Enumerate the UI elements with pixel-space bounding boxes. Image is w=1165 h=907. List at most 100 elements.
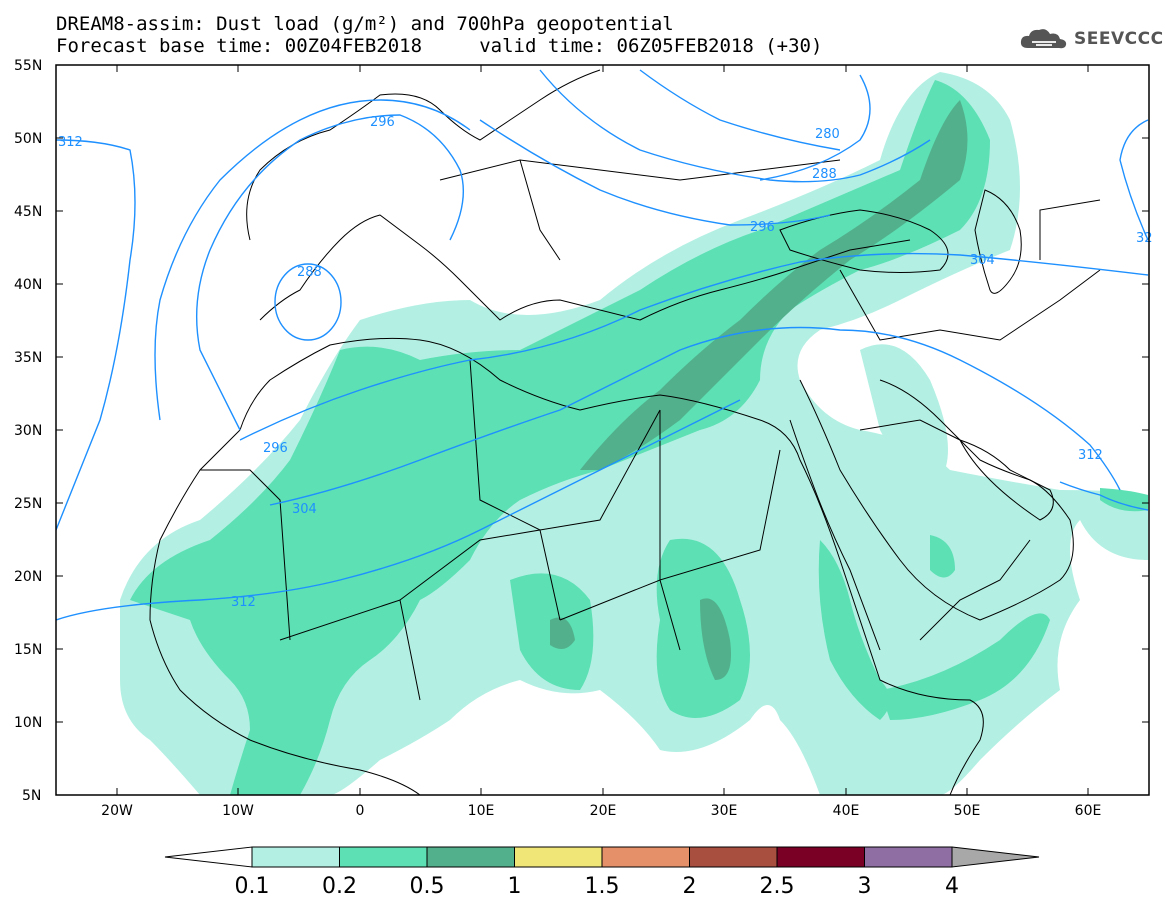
contour-label: 288 xyxy=(812,167,837,182)
colorbar-swatch xyxy=(251,846,340,868)
border-5 xyxy=(279,599,421,701)
dust-area-light xyxy=(860,344,948,480)
contour-labels: 312 296 280 288 296 304 288 296 304 312 … xyxy=(58,115,1153,610)
lon-label: 20E xyxy=(590,803,617,819)
lon-label: 10W xyxy=(222,803,254,819)
dust-area-medium xyxy=(818,540,890,720)
lat-label: 35N xyxy=(14,350,42,366)
contour-line xyxy=(195,114,465,431)
border-12 xyxy=(919,539,1031,641)
colorbar-under-triangle xyxy=(164,846,253,868)
contour-label: 280 xyxy=(815,127,840,142)
lon-label: 40E xyxy=(833,803,860,819)
contour-label: 312 xyxy=(231,595,256,610)
chart-title: DREAM8-assim: Dust load (g/m²) and 700hP… xyxy=(56,13,674,35)
colorbar-over-triangle xyxy=(951,846,1040,868)
colorbar-swatch xyxy=(426,846,515,868)
lat-label: 50N xyxy=(14,131,42,147)
coastlines xyxy=(149,69,1101,795)
colorbar-swatch xyxy=(776,846,865,868)
contour-label: 32 xyxy=(1136,231,1153,246)
contour-line xyxy=(154,99,471,421)
coastline-persiangulf xyxy=(959,439,1054,521)
coastline-africa xyxy=(239,337,984,795)
lon-label: 60E xyxy=(1075,803,1102,819)
colorbar-tick-label: 0.2 xyxy=(322,874,357,899)
lon-label: 50E xyxy=(954,803,981,819)
contour-label: 288 xyxy=(297,265,322,280)
colorbar-tick-label: 0.1 xyxy=(235,874,270,899)
colorbar-swatch xyxy=(601,846,690,868)
lat-label: 15N xyxy=(14,642,42,658)
coastline-caspian xyxy=(974,189,1022,294)
colorbar: 0.1 0.2 0.5 1 1.5 2 2.5 3 4 xyxy=(164,846,1040,899)
contour-line xyxy=(1059,481,1149,511)
contour-label: 312 xyxy=(1078,448,1103,463)
contour-label: 296 xyxy=(263,441,288,456)
colorbar-swatch xyxy=(514,846,603,868)
lon-label: 10E xyxy=(468,803,495,819)
dust-area-medium xyxy=(130,80,990,795)
contour-label: 312 xyxy=(58,135,83,150)
coastline-westafrica xyxy=(149,429,421,795)
lat-label: 45N xyxy=(14,204,42,220)
colorbar-swatch xyxy=(864,846,953,868)
contour-label: 296 xyxy=(370,115,395,130)
coastline-arabia xyxy=(799,379,1074,621)
lat-label: 55N xyxy=(14,58,42,74)
coastline-redsea xyxy=(789,419,881,651)
lon-label: 0 xyxy=(356,803,365,819)
colorbar-swatch xyxy=(339,846,428,868)
colorbar-tick-label: 4 xyxy=(945,874,959,899)
border-3 xyxy=(200,469,291,641)
lon-axis: 20W 10W 0 10E 20E 30E 40E 50E 60E xyxy=(101,65,1101,819)
dust-area-medium xyxy=(930,535,955,578)
contour-label: 304 xyxy=(292,502,317,517)
lon-label: 20W xyxy=(101,803,133,819)
lat-label: 20N xyxy=(14,569,42,585)
colorbar-tick-label: 2.5 xyxy=(760,874,795,899)
lat-axis: 55N 50N 45N 40N 35N 30N 25N 20N 15N 10N … xyxy=(14,58,1149,804)
contour-line xyxy=(56,399,741,621)
lat-label: 5N xyxy=(22,788,41,804)
contour-line xyxy=(479,119,831,226)
border-6 xyxy=(559,579,681,651)
dust-area-medium xyxy=(1100,488,1148,512)
cloud-icon xyxy=(1020,29,1067,49)
geopotential-contours xyxy=(56,69,1149,621)
seevccc-logo: SEEVCCC xyxy=(1018,26,1164,52)
contour-label: 296 xyxy=(750,220,775,235)
border-9 xyxy=(839,269,1101,341)
dust-area-dark xyxy=(700,598,731,680)
border-10 xyxy=(1039,199,1101,260)
coastline-europe xyxy=(259,214,911,321)
dust-shading xyxy=(120,72,1148,795)
contour-line xyxy=(759,74,871,181)
contour-line xyxy=(239,252,1149,441)
coastline-europe-north xyxy=(246,69,601,241)
contour-line xyxy=(56,139,136,531)
contour-line xyxy=(639,69,841,151)
contour-line xyxy=(1119,119,1149,241)
border-8 xyxy=(519,159,561,261)
logo-text: SEEVCCC xyxy=(1074,29,1164,49)
border-4 xyxy=(399,529,561,621)
colorbar-tick-label: 1 xyxy=(508,874,522,899)
lat-label: 10N xyxy=(14,715,42,731)
colorbar-tick-label: 0.5 xyxy=(410,874,445,899)
lon-label: 30E xyxy=(711,803,738,819)
contour-line xyxy=(539,69,931,183)
border-2 xyxy=(659,410,781,581)
lat-label: 40N xyxy=(14,277,42,293)
colorbar-swatch xyxy=(689,846,778,868)
colorbar-tick-label: 3 xyxy=(858,874,872,899)
colorbar-tick-label: 1.5 xyxy=(585,874,620,899)
dust-area-dark xyxy=(550,617,575,649)
contour-ring xyxy=(274,263,342,341)
coastline-blacksea xyxy=(779,209,949,273)
dust-area-medium xyxy=(880,613,1050,720)
colorbar-tick-label: 2 xyxy=(683,874,697,899)
contour-label: 304 xyxy=(970,253,995,268)
border-11 xyxy=(859,419,961,441)
